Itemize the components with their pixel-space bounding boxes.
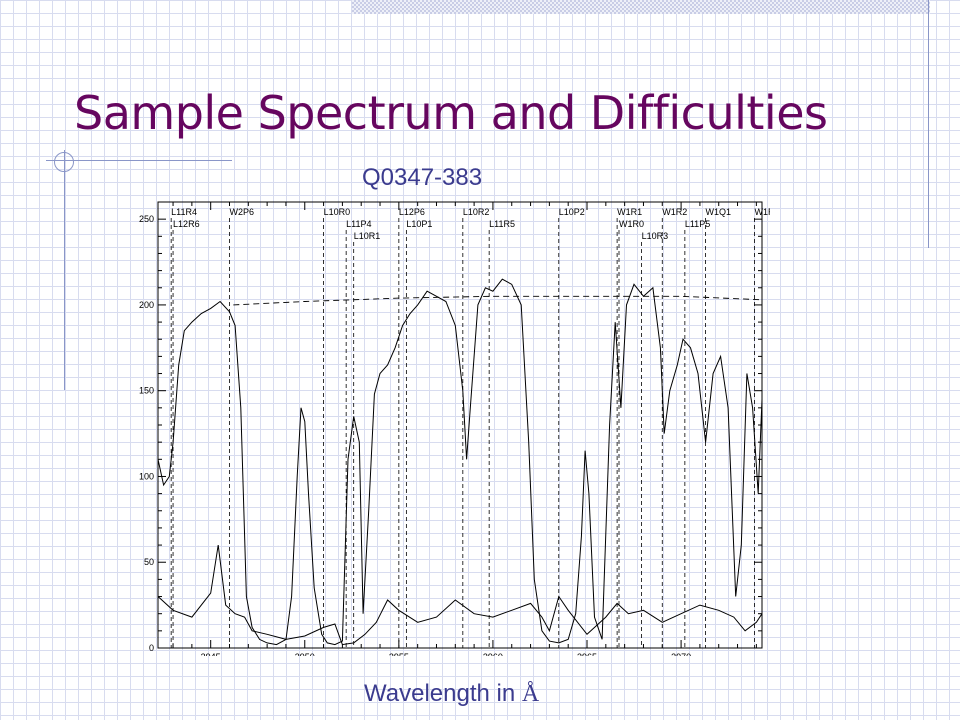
y-tick-label: 0 [149, 643, 154, 653]
x-tick-label: 3955 [389, 652, 409, 656]
spectrum-chart: 394539503955396039653970050100150200250 … [139, 201, 770, 656]
line-marker-label: L12P6 [399, 207, 425, 217]
x-axis-caption: Wavelength in Å [364, 680, 539, 708]
chart-axes: 3945 3950 3955 3960 3965 3970 0 50 100 150 200 250 [139, 201, 763, 656]
slide-title: Sample Spectrum and Difficulties [74, 86, 828, 140]
title-underline [46, 160, 232, 161]
spectrum-line [157, 545, 763, 646]
line-marker-label: W1R1 [617, 207, 642, 217]
header-decoration-band [352, 0, 930, 14]
x-tick-label: 3950 [295, 652, 315, 656]
line-marker-label: W1R3 [754, 207, 770, 217]
y-tick-label: 250 [139, 214, 154, 224]
left-decoration-line [64, 150, 65, 390]
spectrum-line [157, 278, 763, 646]
line-marker-label: L10P1 [406, 219, 432, 229]
line-marker-label: L10R3 [642, 231, 669, 241]
angstrom-unit: Å [521, 681, 540, 707]
y-tick-label: 100 [139, 471, 154, 481]
x-tick-label: 3960 [483, 652, 503, 656]
y-tick-label: 150 [139, 386, 154, 396]
spectrum-series [157, 278, 763, 646]
x-tick-label: 3970 [671, 652, 691, 656]
y-tick-label: 200 [139, 300, 154, 310]
y-tick-label: 50 [144, 557, 154, 567]
x-tick-label: 3945 [201, 652, 221, 656]
line-marker-label: L10R2 [463, 207, 490, 217]
line-marker-label: L11P4 [346, 219, 371, 229]
line-markers: L11R4 L12R6 W2P6 L10R0 L11P4 L10R1 L12P6 L10P1 L… [170, 207, 770, 648]
x-tick-label: 3965 [577, 652, 597, 656]
line-marker-label: L10R0 [324, 207, 351, 217]
x-axis-label: Wavelength in [364, 680, 522, 707]
line-marker-label: W1R2 [662, 207, 687, 217]
line-marker-label: L10R1 [354, 231, 381, 241]
chart-title: Q0347-383 [362, 164, 483, 191]
line-marker-label: W1R0 [619, 219, 644, 229]
line-marker-label: W1Q1 [706, 207, 732, 217]
line-marker-label: W2P6 [230, 207, 255, 217]
continuum-line [233, 295, 763, 306]
line-marker-label: L12R6 [173, 219, 200, 229]
plot-frame [157, 201, 763, 649]
line-marker-label: L10P2 [559, 207, 585, 217]
right-decoration-line [928, 0, 929, 248]
line-marker-label: L11R5 [489, 219, 515, 229]
line-marker-label: L11P5 [685, 219, 710, 229]
line-marker-label: L11R4 [171, 207, 197, 217]
corner-circle-ornament [54, 152, 74, 172]
